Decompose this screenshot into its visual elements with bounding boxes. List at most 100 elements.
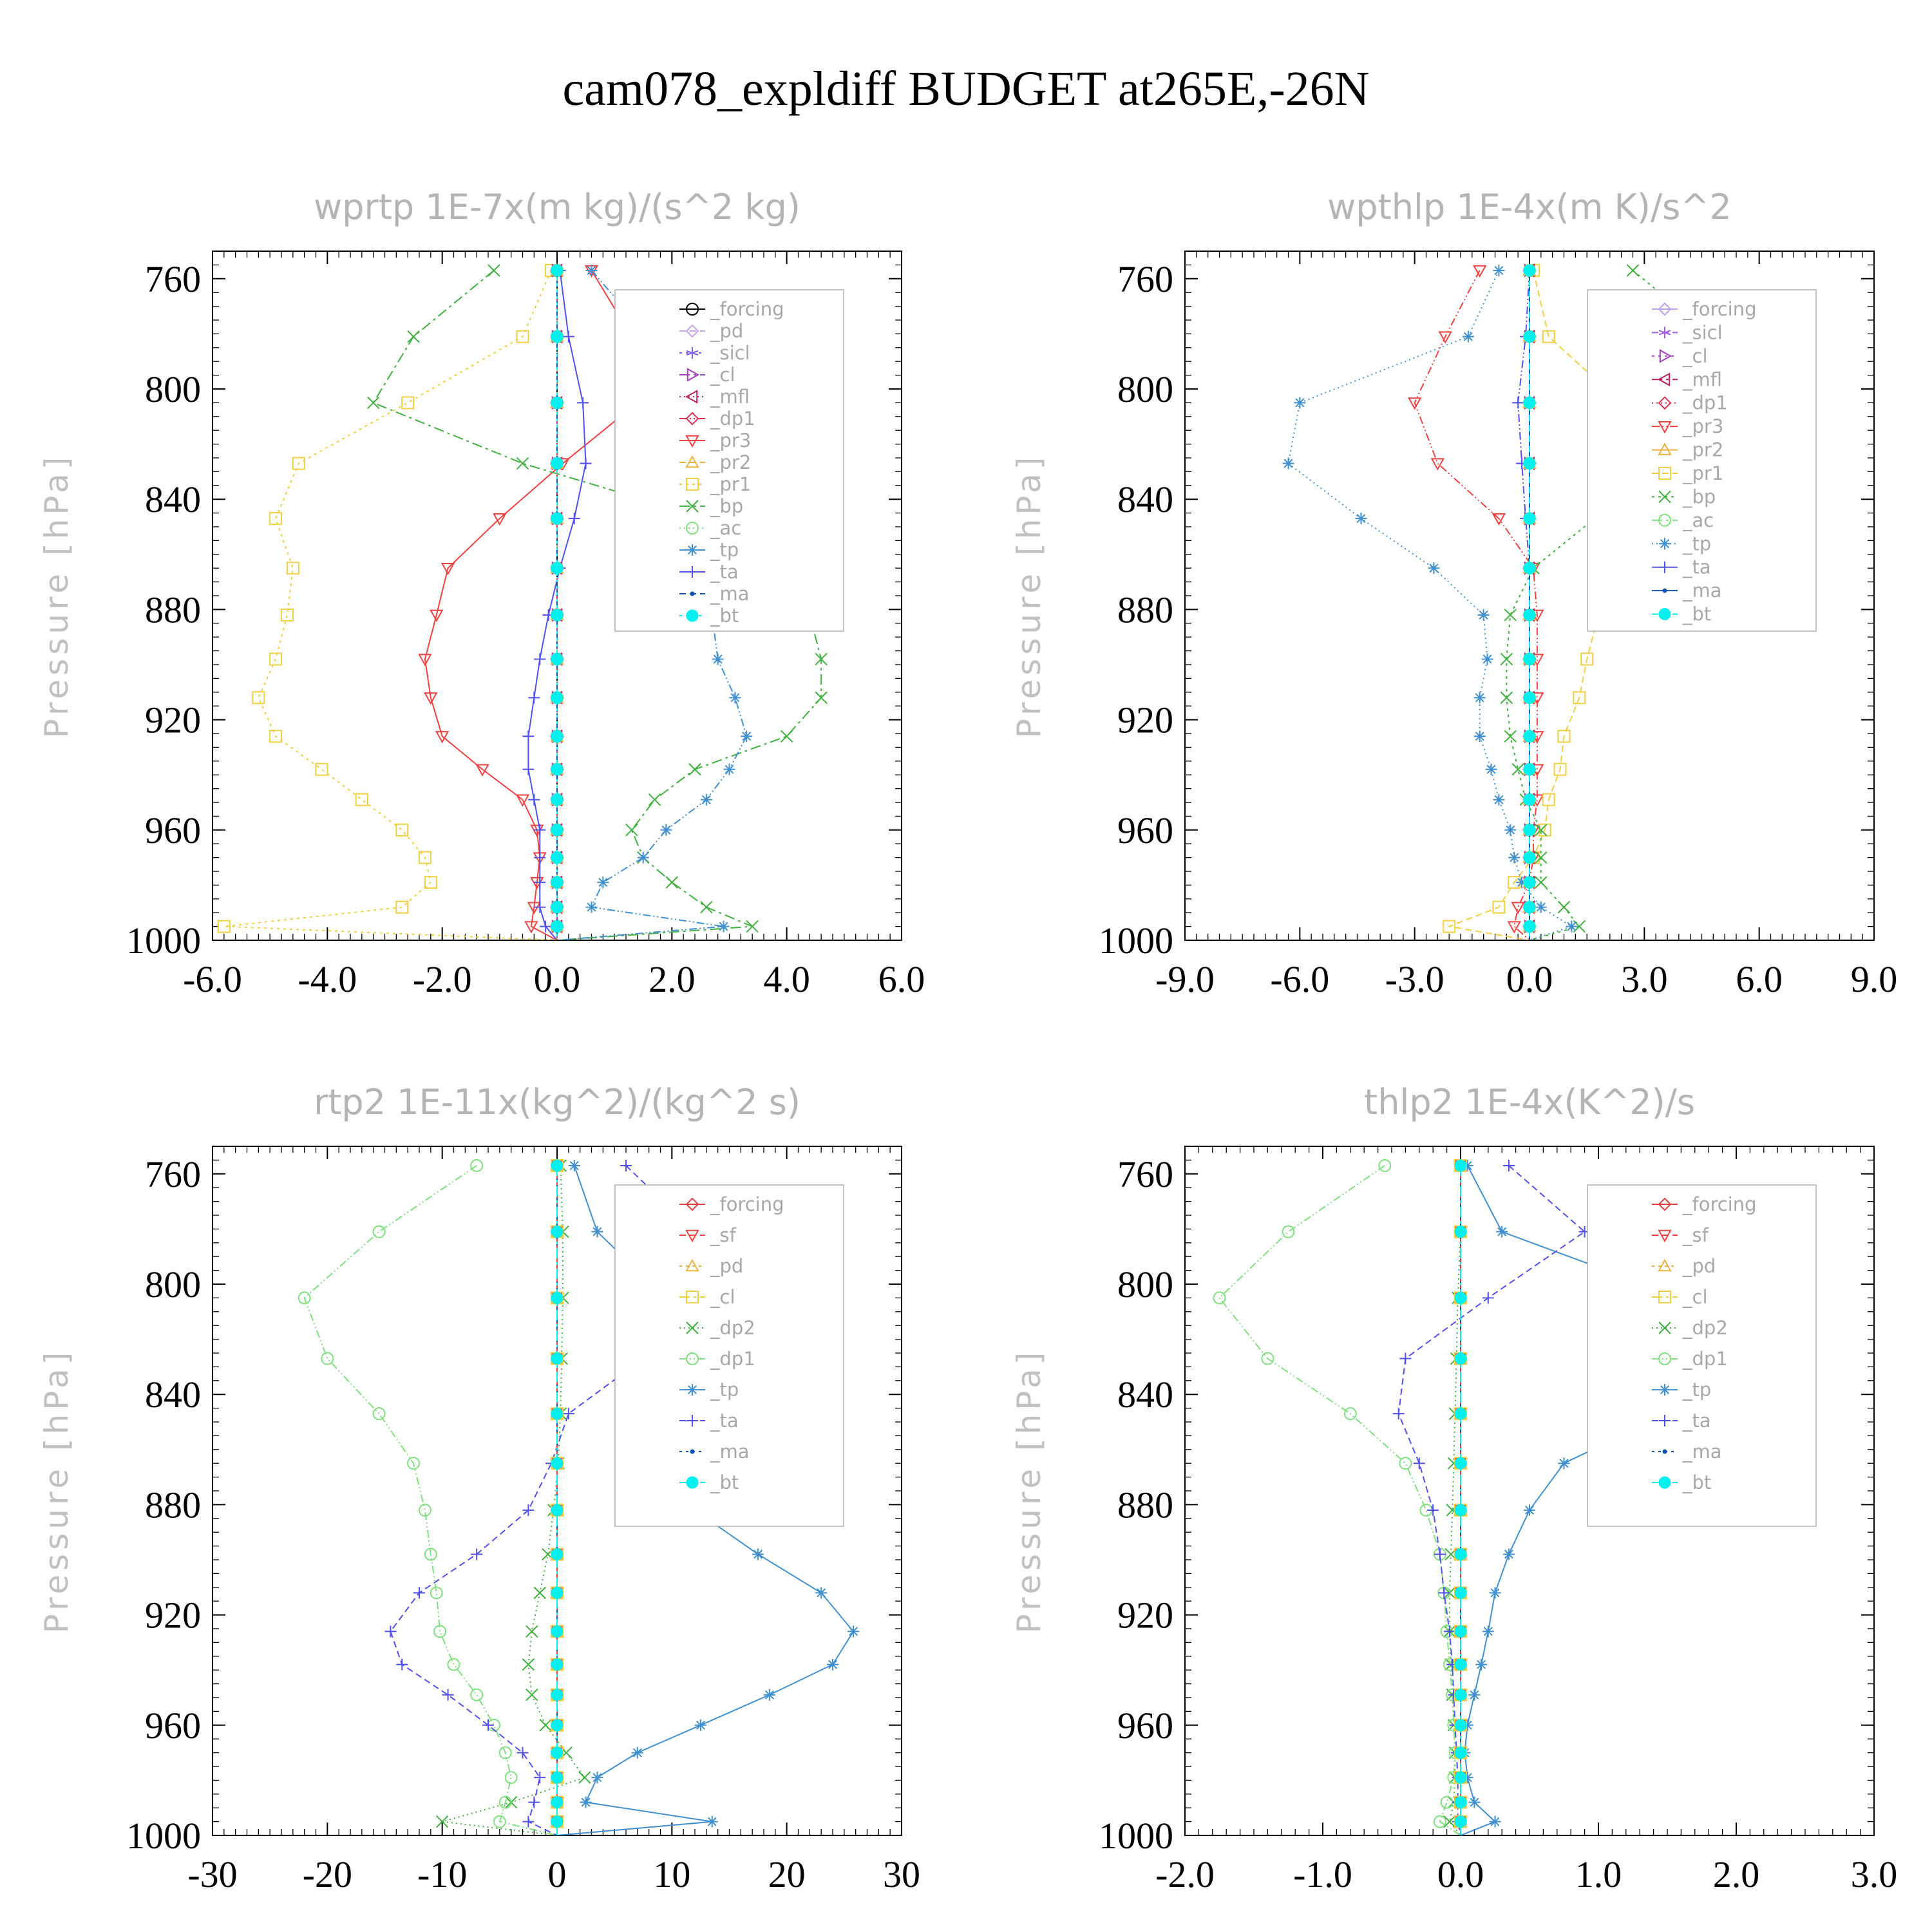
series-bp-wpthlp-point	[1535, 851, 1548, 864]
series-bp-wpthlp-line	[1506, 270, 1810, 940]
x-tick-label: -6.0	[1270, 958, 1329, 1000]
legend-entry-forcing: _forcing	[679, 1193, 784, 1215]
legend-marker	[685, 455, 699, 468]
y-tick-label: 840	[145, 1374, 201, 1416]
y-tick-label: 880	[1117, 589, 1173, 630]
y-axis-label-thlp2: Pressure [hPa]	[1010, 1349, 1048, 1634]
legend-label: _bt	[1682, 1472, 1711, 1493]
legend-label: _pr1	[710, 473, 751, 495]
legend-label: _pd	[710, 1255, 743, 1277]
legend-entry-bt: _bt	[679, 605, 739, 627]
series-ta-wprtp-point	[528, 692, 540, 704]
series-bp-wprtp-point	[366, 396, 380, 410]
legend-rtp2: _forcing _sf _pd _cl _dp2 _dp1 _tp _ta _ma _bt	[614, 1184, 844, 1527]
series-tp-wprtp-point	[723, 763, 735, 775]
legend-entry-pr3: _pr3	[1652, 415, 1723, 437]
series-bp-wprtp-line	[372, 270, 822, 940]
legend-marker	[1657, 372, 1671, 386]
series-tp-wprtp-point	[660, 824, 672, 836]
legend-label: _ma	[1682, 580, 1722, 601]
legend-label: _pr1	[1682, 462, 1723, 484]
series-dp1-rtp2-point	[407, 1457, 421, 1470]
series-tp-wprtp-point	[729, 692, 741, 704]
series-bt-wprtp-point	[551, 920, 564, 933]
series-tp-thlp2-point	[1489, 1587, 1501, 1599]
series-tp-wpthlp-point	[1535, 901, 1547, 913]
series-tp-wpthlp-point	[1504, 824, 1517, 836]
legend-label: _bt	[710, 605, 739, 627]
series-ta-rtp2-line	[390, 1165, 696, 1835]
series-bt-wprtp-point	[551, 457, 564, 470]
series-tp-wpthlp-point	[1473, 692, 1486, 704]
series-bt-wpthlp-point	[1523, 824, 1536, 837]
series-bt-wpthlp-point	[1523, 330, 1536, 343]
series-tp-thlp2-point	[1558, 1457, 1570, 1470]
legend-entry-sf: _sf	[1652, 1224, 1709, 1246]
series-ta-thlp2-point	[1413, 1457, 1425, 1470]
legend-label: _cl	[710, 364, 735, 386]
series-bp-wprtp-point	[815, 691, 828, 705]
series-tp-wpthlp-point	[1493, 264, 1505, 276]
legend-marker	[687, 1384, 698, 1396]
series-bt-wpthlp-point	[1523, 609, 1536, 621]
series-tp-wpthlp-point	[1462, 330, 1474, 343]
y-tick-label: 920	[1117, 1595, 1173, 1636]
series-bt-wprtp-point	[551, 901, 564, 914]
series-bt-rtp2	[551, 1159, 564, 1835]
series-bt-wprtp-point	[551, 512, 564, 525]
legend-marker	[1658, 421, 1672, 434]
legend-marker	[686, 1321, 699, 1334]
series-bt-thlp2-point	[1454, 1352, 1467, 1365]
series-ta-thlp2-point	[1482, 1292, 1494, 1304]
series-dp1-thlp2-point	[1378, 1159, 1392, 1172]
legend-marker	[1659, 349, 1672, 363]
series-bt-wprtp-point	[551, 851, 564, 864]
series-ta-wprtp-point	[522, 730, 535, 743]
legend-entry-forcing: _forcing	[1652, 298, 1757, 320]
legend-marker	[687, 368, 700, 382]
series-dp1-rtp2-line	[303, 1165, 558, 1835]
y-tick-label: 880	[145, 589, 201, 630]
series-tp-wprtp-point	[597, 876, 609, 889]
series-ta-thlp2-point	[1434, 1548, 1446, 1560]
legend-marker	[686, 1476, 699, 1489]
series-pr1-wprtp-point	[315, 762, 328, 776]
series-tp-thlp2-point	[1468, 1796, 1481, 1808]
series-bt-rtp2-point	[551, 1159, 564, 1172]
legend-marker	[1658, 513, 1671, 527]
legend-label: _dp2	[710, 1317, 755, 1339]
legend-label: _bp	[1682, 486, 1716, 507]
series-bt-rtp2-point	[551, 1352, 564, 1365]
x-tick-label: 1.0	[1575, 1853, 1622, 1895]
legend-label: _sicl	[710, 342, 750, 364]
series-tp-thlp2-point	[1475, 1658, 1488, 1671]
series-bt-wprtp-point	[551, 652, 564, 665]
legend-label: _ta	[710, 1410, 739, 1432]
legend-entry-pd: _pd	[679, 1255, 743, 1277]
series-ta-rtp2-point	[534, 1772, 546, 1784]
legend-marker	[687, 544, 698, 556]
series-tp-wprtp-point	[741, 730, 753, 743]
series-dp1-rtp2-point	[424, 1548, 437, 1561]
series-pr1-wpthlp-point	[1538, 823, 1551, 837]
series-tp-rtp2-point	[815, 1587, 828, 1599]
legend-entry-pr2: _pr2	[679, 451, 751, 473]
series-bt-thlp2-point	[1454, 1747, 1467, 1759]
series-pr3-wprtp-point	[515, 794, 530, 807]
series-bt-wpthlp-point	[1523, 691, 1536, 704]
series-ta-wprtp-point	[528, 793, 540, 806]
x-tick-label: -20	[303, 1853, 352, 1895]
legend-marker	[687, 566, 698, 578]
series-bt-wpthlp-point	[1523, 562, 1536, 574]
legend-entry-bt: _bt	[1652, 603, 1711, 625]
series-bt-rtp2-point	[551, 1658, 564, 1671]
series-dp2-rtp2-point	[578, 1771, 591, 1784]
series-bt-wprtp-point	[551, 264, 564, 277]
series-pr1-wprtp-point	[424, 876, 437, 889]
series-bt-thlp2	[1454, 1159, 1467, 1835]
x-tick-label: 4.0	[763, 958, 810, 1000]
legend-entry-dp2: _dp2	[1652, 1317, 1728, 1339]
series-bp-wprtp-point	[625, 824, 638, 837]
series-dp1-thlp2-point	[1399, 1457, 1412, 1470]
legend-marker	[685, 324, 699, 338]
